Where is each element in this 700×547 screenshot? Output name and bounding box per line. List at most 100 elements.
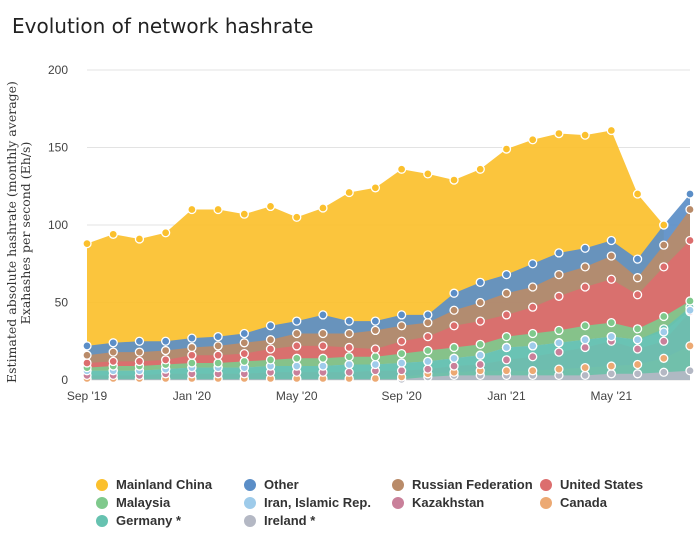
marker-russian-federation[interactable] <box>449 305 459 315</box>
marker-other[interactable] <box>160 336 171 346</box>
marker-other[interactable] <box>370 316 381 326</box>
marker-other[interactable] <box>318 310 328 320</box>
marker-united-states[interactable] <box>501 310 512 320</box>
marker-russian-federation[interactable] <box>213 341 223 351</box>
marker-russian-federation[interactable] <box>475 297 485 308</box>
marker-russian-federation[interactable] <box>82 350 92 360</box>
marker-mainland-china[interactable] <box>82 238 92 249</box>
marker-russian-federation[interactable] <box>554 269 564 280</box>
marker-united-states[interactable] <box>318 341 328 351</box>
marker-ireland[interactable] <box>580 370 590 381</box>
marker-iran-islamic-rep[interactable] <box>396 358 407 368</box>
marker-other[interactable] <box>632 254 643 264</box>
marker-united-states[interactable] <box>659 262 669 272</box>
marker-other[interactable] <box>213 331 223 342</box>
marker-other[interactable] <box>528 259 538 269</box>
marker-other[interactable] <box>187 333 197 343</box>
marker-mainland-china[interactable] <box>108 229 118 239</box>
marker-united-states[interactable] <box>344 342 354 353</box>
marker-other[interactable] <box>423 310 433 320</box>
marker-canada[interactable] <box>554 364 564 374</box>
marker-mainland-china[interactable] <box>292 212 302 222</box>
marker-canada[interactable] <box>606 361 616 371</box>
marker-other[interactable] <box>108 338 118 348</box>
marker-russian-federation[interactable] <box>292 328 302 339</box>
marker-iran-islamic-rep[interactable] <box>449 353 459 363</box>
marker-ireland[interactable] <box>632 369 643 379</box>
marker-canada[interactable] <box>685 341 695 351</box>
marker-mainland-china[interactable] <box>344 187 354 198</box>
marker-united-states[interactable] <box>265 344 276 354</box>
marker-mainland-china[interactable] <box>659 220 669 230</box>
marker-iran-islamic-rep[interactable] <box>423 356 433 367</box>
marker-mainland-china[interactable] <box>449 175 459 185</box>
marker-malaysia[interactable] <box>370 352 381 362</box>
marker-united-states[interactable] <box>449 321 459 331</box>
marker-malaysia[interactable] <box>213 358 223 368</box>
marker-other[interactable] <box>292 316 302 326</box>
marker-malaysia[interactable] <box>554 325 564 336</box>
marker-kazakhstan[interactable] <box>528 352 538 362</box>
marker-united-states[interactable] <box>160 355 171 365</box>
marker-united-states[interactable] <box>82 358 92 368</box>
legend-item-ireland[interactable]: Ireland * <box>244 513 315 528</box>
marker-iran-islamic-rep[interactable] <box>528 341 538 351</box>
marker-united-states[interactable] <box>580 282 590 292</box>
marker-kazakhstan[interactable] <box>632 344 643 354</box>
legend-item-united-states[interactable]: United States <box>540 477 643 492</box>
marker-russian-federation[interactable] <box>580 262 590 272</box>
marker-malaysia[interactable] <box>239 356 249 367</box>
marker-united-states[interactable] <box>370 344 381 354</box>
marker-iran-islamic-rep[interactable] <box>554 338 564 348</box>
marker-mainland-china[interactable] <box>265 201 276 212</box>
marker-iran-islamic-rep[interactable] <box>501 342 512 353</box>
marker-malaysia[interactable] <box>449 342 459 353</box>
marker-mainland-china[interactable] <box>396 164 407 174</box>
marker-united-states[interactable] <box>213 350 223 360</box>
marker-other[interactable] <box>501 269 512 280</box>
marker-canada[interactable] <box>659 353 669 363</box>
marker-iran-islamic-rep[interactable] <box>606 331 616 342</box>
marker-malaysia[interactable] <box>396 348 407 359</box>
marker-mainland-china[interactable] <box>554 128 564 139</box>
marker-iran-islamic-rep[interactable] <box>370 359 381 370</box>
marker-russian-federation[interactable] <box>370 325 381 336</box>
marker-kazakhstan[interactable] <box>580 342 590 353</box>
marker-russian-federation[interactable] <box>239 338 249 348</box>
marker-other[interactable] <box>134 336 145 346</box>
marker-other[interactable] <box>344 316 354 326</box>
marker-united-states[interactable] <box>606 274 616 284</box>
marker-other[interactable] <box>580 243 590 253</box>
marker-russian-federation[interactable] <box>396 321 407 331</box>
marker-united-states[interactable] <box>528 302 538 312</box>
marker-iran-islamic-rep[interactable] <box>580 335 590 345</box>
marker-kazakhstan[interactable] <box>501 355 512 365</box>
marker-other[interactable] <box>606 235 616 246</box>
marker-russian-federation[interactable] <box>187 342 197 353</box>
marker-canada[interactable] <box>632 359 643 370</box>
marker-malaysia[interactable] <box>528 328 538 339</box>
marker-canada[interactable] <box>370 373 381 384</box>
marker-malaysia[interactable] <box>265 355 276 365</box>
marker-other[interactable] <box>554 248 564 258</box>
marker-ireland[interactable] <box>685 366 695 376</box>
marker-malaysia[interactable] <box>685 296 695 306</box>
marker-mainland-china[interactable] <box>606 125 616 136</box>
marker-canada[interactable] <box>501 366 512 376</box>
marker-russian-federation[interactable] <box>134 347 145 357</box>
legend-item-mainland-china[interactable]: Mainland China <box>96 477 212 492</box>
marker-kazakhstan[interactable] <box>449 361 459 371</box>
marker-malaysia[interactable] <box>659 311 669 322</box>
marker-russian-federation[interactable] <box>344 328 354 339</box>
legend-item-canada[interactable]: Canada <box>540 495 607 510</box>
marker-kazakhstan[interactable] <box>396 366 407 376</box>
marker-mainland-china[interactable] <box>632 189 643 199</box>
marker-mainland-china[interactable] <box>318 203 328 213</box>
legend-item-germany[interactable]: Germany * <box>96 513 181 528</box>
marker-canada[interactable] <box>580 362 590 373</box>
marker-mainland-china[interactable] <box>370 183 381 193</box>
marker-united-states[interactable] <box>685 235 695 246</box>
marker-united-states[interactable] <box>554 291 564 301</box>
marker-mainland-china[interactable] <box>501 144 512 154</box>
marker-united-states[interactable] <box>423 331 433 342</box>
